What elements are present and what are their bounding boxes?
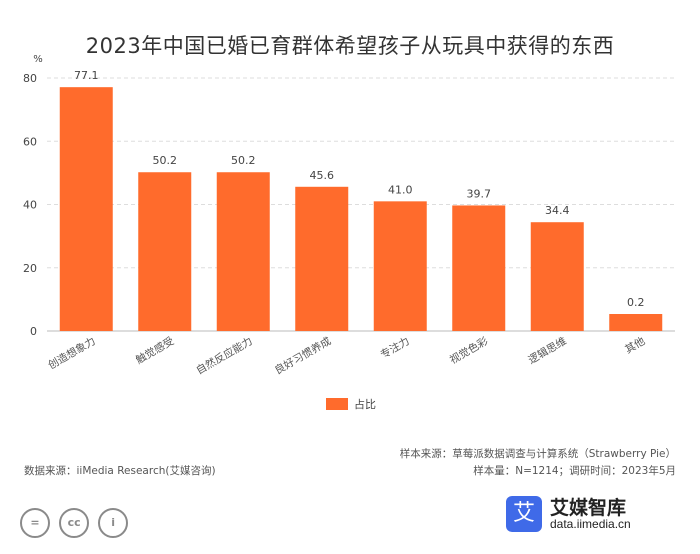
- chart-title: 2023年中国已婚已育群体希望孩子从玩具中获得的东西: [85, 34, 615, 58]
- x-tick-label: 良好习惯养成: [272, 334, 333, 377]
- bar: [452, 205, 506, 331]
- y-tick-label: 80: [23, 72, 37, 85]
- brand-logo-icon: 艾: [506, 496, 542, 532]
- data-label: 50.2: [153, 154, 178, 167]
- brand-name: 艾媒智库: [550, 497, 627, 519]
- bar: [373, 201, 427, 331]
- license-icons: = cc i: [20, 508, 132, 538]
- legend-swatch: [326, 398, 348, 410]
- y-tick-label: 60: [23, 135, 37, 148]
- y-tick-label: 0: [30, 325, 37, 338]
- x-tick-label: 视觉色彩: [447, 334, 490, 367]
- brand-url: data.iimedia.cn: [550, 517, 631, 531]
- y-axis-unit: %: [33, 54, 43, 65]
- data-label: 77.1: [74, 69, 99, 82]
- bar: [295, 186, 349, 331]
- data-label: 0.2: [627, 296, 645, 309]
- equal-icon: =: [20, 508, 50, 538]
- data-label: 50.2: [231, 154, 256, 167]
- data-label: 39.7: [467, 187, 492, 200]
- data-source: 数据来源：iiMedia Research(艾媒咨询): [24, 465, 216, 477]
- data-label: 45.6: [310, 169, 335, 182]
- bar: [59, 87, 113, 331]
- person-icon: i: [98, 508, 129, 538]
- data-label: 41.0: [388, 183, 413, 196]
- sample-source: 样本来源：草莓派数据调查与计算系统（Strawberry Pie）: [399, 448, 676, 460]
- x-tick-label: 创造想象力: [46, 334, 98, 372]
- y-tick-label: 20: [23, 262, 37, 275]
- y-tick-label: 40: [23, 199, 37, 212]
- bar: [609, 314, 663, 331]
- x-tick-label: 触觉感受: [133, 334, 176, 366]
- bar: [138, 172, 192, 331]
- legend-label: 占比: [354, 397, 376, 411]
- data-label: 34.4: [545, 204, 570, 217]
- bar-chart: 0 20 40 60 80% 77.1 创造想象力 50.2 触觉感受 50.2 自然反应能力 45.…: [23, 54, 675, 411]
- x-tick-label: 自然反应能力: [194, 334, 255, 377]
- sample-info: 样本量：N=1214；调研时间：2023年5月: [473, 465, 676, 477]
- x-tick-label: 专注力: [378, 334, 412, 361]
- cc-icon: cc: [59, 508, 90, 538]
- bar: [216, 172, 270, 331]
- brand-watermark: 艾 艾媒智库 data.iimedia.cn: [492, 492, 682, 536]
- x-tick-label: 其他: [623, 334, 648, 356]
- x-tick-label: 逻辑思维: [526, 334, 569, 367]
- bar: [530, 222, 584, 331]
